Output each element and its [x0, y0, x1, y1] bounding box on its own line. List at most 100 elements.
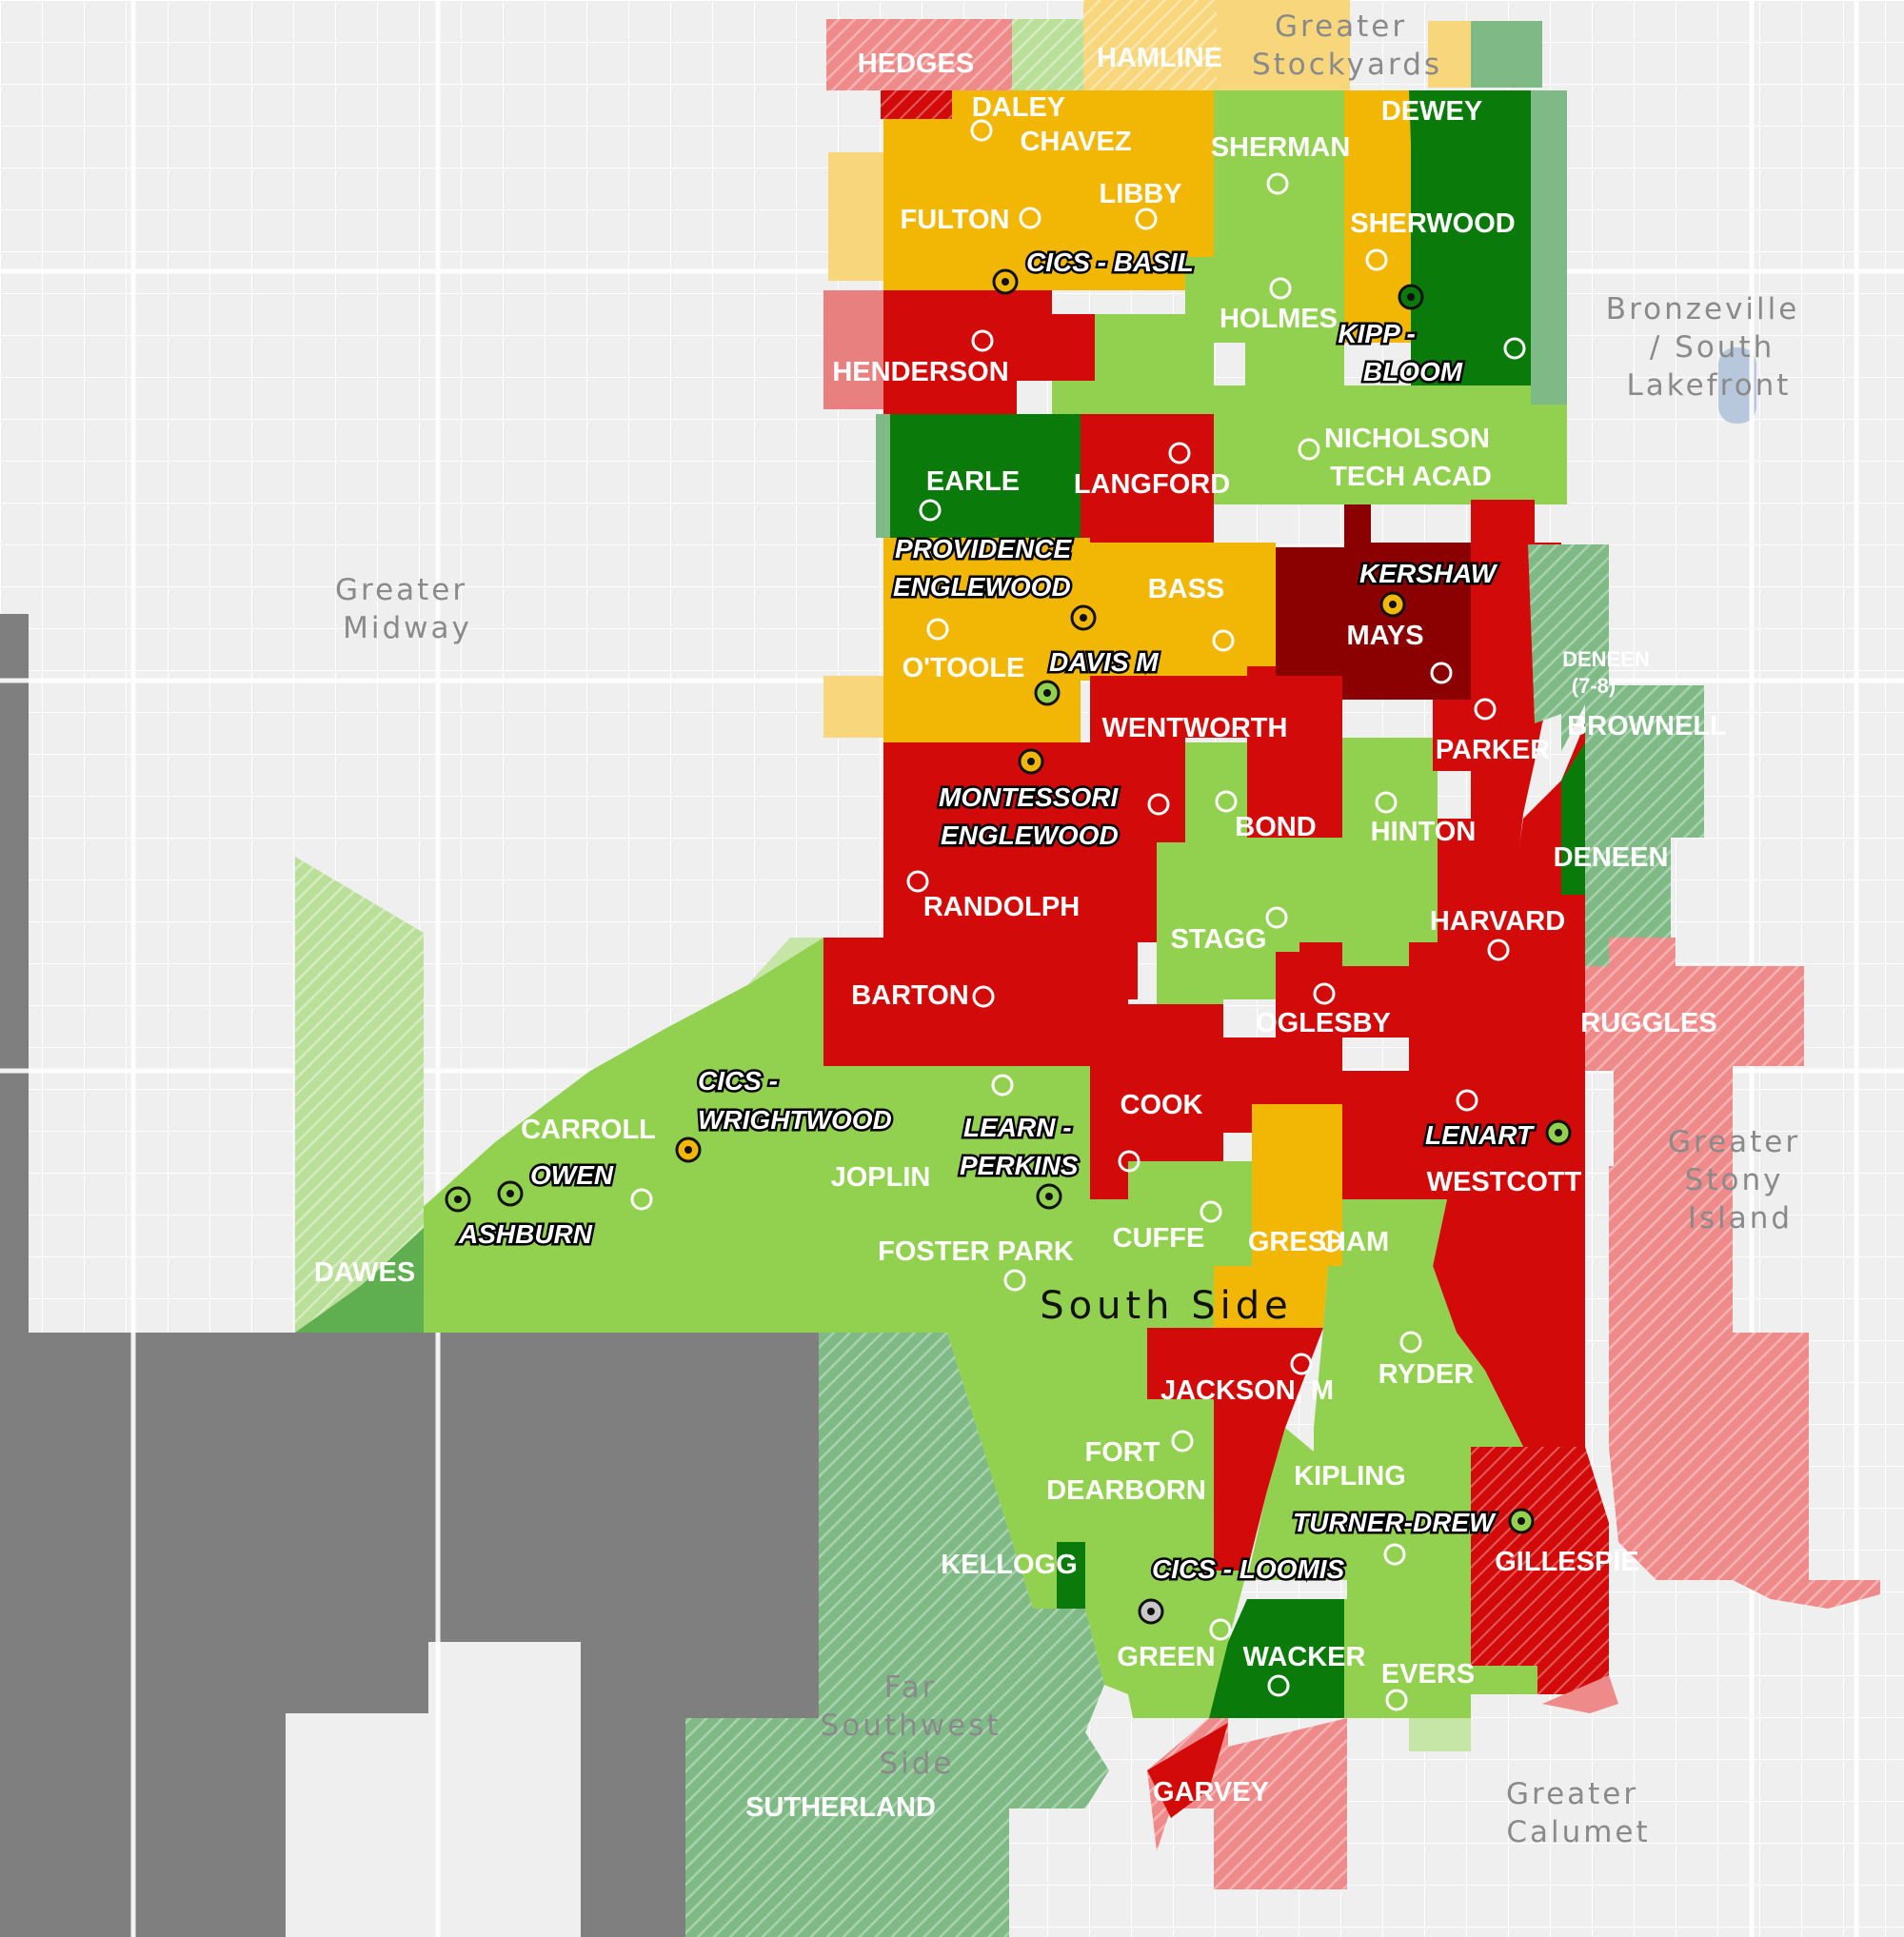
charter-marker-icon[interactable]	[1545, 1119, 1572, 1146]
charter-marker-icon[interactable]	[992, 268, 1019, 295]
area-libby[interactable]	[1085, 119, 1214, 290]
area-ruggles[interactable]	[1585, 938, 1804, 1166]
area-kellogg[interactable]	[685, 1333, 1109, 1937]
school-marker-icon[interactable]	[1474, 698, 1497, 721]
region-line: Southwest	[821, 1709, 1002, 1743]
school-marker-icon[interactable]	[1456, 1089, 1478, 1112]
label-fort-dearborn: FORT DEARBORN	[1046, 1437, 1206, 1506]
area-daley[interactable]	[952, 90, 1214, 119]
school-marker-icon[interactable]	[1215, 790, 1238, 813]
area-kipling[interactable]	[1247, 1428, 1523, 1599]
area-earle[interactable]	[890, 414, 1047, 538]
area-langford[interactable]	[1081, 414, 1214, 543]
school-marker-icon[interactable]	[1487, 939, 1510, 961]
area-hedges[interactable]	[826, 19, 1012, 90]
school-marker-icon[interactable]	[1212, 629, 1235, 652]
school-marker-icon[interactable]	[1503, 337, 1526, 360]
school-marker-icon[interactable]	[1135, 208, 1158, 230]
area-harvard[interactable]	[1409, 819, 1585, 1071]
area-daley-red[interactable]	[881, 90, 952, 119]
school-marker-icon[interactable]	[906, 870, 929, 893]
area-ryder[interactable]	[1314, 1199, 1523, 1452]
school-marker-icon[interactable]	[919, 499, 942, 522]
school-marker-icon[interactable]	[1168, 442, 1191, 464]
school-marker-icon[interactable]	[1290, 1353, 1313, 1375]
area-otoole[interactable]	[883, 538, 1090, 742]
area-jackson-m[interactable]	[1147, 1328, 1323, 1571]
area-randolph[interactable]	[883, 742, 1081, 938]
school-marker-icon[interactable]	[1019, 207, 1041, 229]
area-wacker[interactable]	[1209, 1599, 1344, 1718]
area-parker[interactable]	[1438, 500, 1561, 952]
area-henderson[interactable]	[883, 290, 1095, 414]
charter-marker-icon[interactable]	[1508, 1508, 1535, 1534]
school-marker-icon[interactable]	[971, 329, 994, 352]
school-marker-icon[interactable]	[1399, 1331, 1422, 1354]
charter-marker-icon[interactable]	[1036, 1183, 1062, 1210]
area-cuffe[interactable]	[1085, 1161, 1252, 1333]
school-marker-icon[interactable]	[1209, 1618, 1232, 1641]
area-brownell[interactable]	[1561, 544, 1704, 738]
label-sherwood: SHERWOOD	[1350, 208, 1515, 239]
charter-marker-icon[interactable]	[1138, 1598, 1164, 1625]
charter-marker-icon[interactable]	[1379, 591, 1406, 618]
school-marker-icon[interactable]	[1118, 1150, 1140, 1173]
school-marker-icon[interactable]	[1375, 791, 1398, 814]
area-dewey[interactable]	[1344, 90, 1428, 343]
area-hamline[interactable]	[1083, 0, 1217, 90]
area-westcott[interactable]	[1342, 1071, 1585, 1447]
charter-marker-icon[interactable]	[1070, 604, 1097, 631]
area-barton[interactable]	[823, 938, 1142, 1071]
charter-marker-icon[interactable]	[1018, 748, 1044, 775]
label-dawes: DAWES	[314, 1257, 415, 1288]
area-gillespie[interactable]	[1471, 1447, 1609, 1694]
area-stagg[interactable]	[1157, 842, 1342, 1038]
school-marker-icon[interactable]	[1383, 1543, 1406, 1566]
charter-marker-icon[interactable]	[445, 1186, 471, 1213]
area-chavez-north[interactable]	[1012, 19, 1083, 90]
school-marker-icon[interactable]	[1298, 438, 1320, 461]
area-sherwood[interactable]	[1409, 90, 1531, 385]
school-marker-icon[interactable]	[1365, 248, 1388, 271]
school-marker-icon[interactable]	[1171, 1430, 1194, 1453]
school-marker-icon[interactable]	[1200, 1200, 1222, 1223]
area-wentworth-south[interactable]	[1081, 742, 1185, 938]
school-marker-icon[interactable]	[1385, 1689, 1408, 1711]
school-marker-icon[interactable]	[1147, 793, 1170, 816]
label-stagg: STAGG	[1171, 924, 1267, 955]
area-holmes[interactable]	[1185, 257, 1344, 385]
charter-marker-icon[interactable]	[675, 1137, 702, 1163]
area-fort-dearborn[interactable]	[947, 1333, 1214, 1609]
area-nicholson-east	[1531, 405, 1567, 504]
region-line: / South	[1650, 330, 1775, 365]
area-deneen[interactable]	[1585, 738, 1704, 966]
area-hinton[interactable]	[1342, 738, 1438, 966]
school-marker-icon[interactable]	[1267, 1674, 1290, 1697]
school-marker-icon[interactable]	[1265, 906, 1288, 929]
charter-marker-icon[interactable]	[1398, 284, 1424, 310]
area-cook[interactable]	[1090, 1004, 1223, 1199]
area-green[interactable]	[1085, 1571, 1247, 1718]
school-marker-icon[interactable]	[1269, 277, 1292, 300]
school-marker-icon[interactable]	[972, 985, 995, 1008]
school-marker-icon[interactable]	[991, 1074, 1014, 1097]
school-marker-icon[interactable]	[926, 618, 949, 641]
charter-marker-icon[interactable]	[1034, 680, 1061, 706]
school-marker-icon[interactable]	[630, 1188, 653, 1211]
school-marker-icon[interactable]	[970, 119, 993, 142]
school-marker-icon[interactable]	[1313, 982, 1336, 1005]
area-gresham[interactable]	[1214, 1104, 1342, 1328]
area-carroll[interactable]	[314, 938, 828, 1333]
area-fulton[interactable]	[883, 119, 1085, 314]
area-bass[interactable]	[1090, 543, 1276, 676]
charter-marker-icon[interactable]	[497, 1180, 524, 1207]
area-bond[interactable]	[1185, 742, 1342, 842]
school-marker-icon[interactable]	[1319, 1230, 1342, 1253]
school-marker-icon[interactable]	[1430, 662, 1453, 684]
school-marker-icon[interactable]	[1266, 172, 1289, 195]
school-marker-icon[interactable]	[1003, 1269, 1026, 1292]
area-dawes[interactable]	[295, 857, 424, 1333]
area-oglesby[interactable]	[1223, 942, 1409, 1133]
